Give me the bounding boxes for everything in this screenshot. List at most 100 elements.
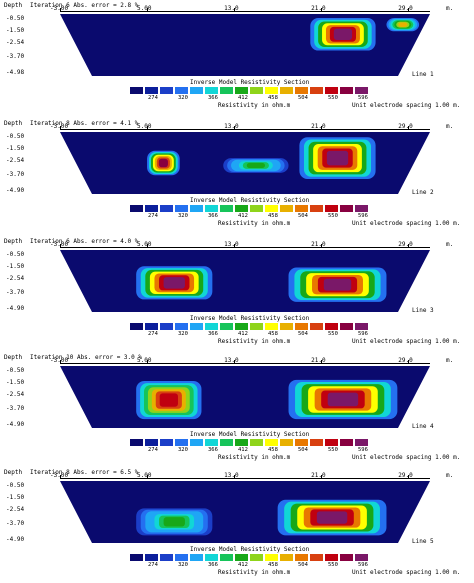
legend-caption: Resistivity in ohm.m	[218, 220, 291, 227]
legend-swatch	[250, 323, 263, 330]
legend-value: 412	[238, 331, 248, 337]
electrode-spacing-note: Unit electrode spacing 1.00 m.	[352, 569, 461, 576]
legend-swatch	[205, 554, 218, 561]
legend-value: 596	[358, 447, 368, 453]
x-tick-mark	[321, 244, 323, 247]
legend-value: 366	[208, 95, 218, 101]
legend-swatch	[160, 87, 173, 94]
legend-swatch	[340, 439, 353, 446]
depth-label: Depth	[4, 2, 23, 9]
x-tick-label: 29.0	[398, 241, 413, 248]
legend-swatch	[295, 205, 308, 212]
legend-swatch	[235, 205, 248, 212]
x-axis-unit: m.	[446, 123, 454, 130]
anomaly-contour	[333, 28, 353, 40]
x-tick-label: 21.0	[311, 241, 326, 248]
legend-value: 412	[238, 95, 248, 101]
legend-value: 366	[208, 213, 218, 219]
legend-caption: Resistivity in ohm.m	[218, 338, 291, 345]
electrode-spacing-note: Unit electrode spacing 1.00 m.	[352, 338, 461, 345]
x-tick-label: 29.0	[398, 472, 413, 479]
legend-value: 274	[148, 95, 158, 101]
y-tick-label: -2.54	[6, 275, 25, 282]
x-tick-label: 13.0	[224, 123, 239, 130]
x-tick-mark	[321, 8, 323, 11]
legend-swatch	[355, 439, 368, 446]
resistivity-section	[60, 132, 430, 194]
x-axis-unit: m.	[446, 472, 454, 479]
y-tick-label: -1.50	[6, 27, 25, 34]
legend-value: 274	[148, 447, 158, 453]
legend-swatch	[190, 439, 203, 446]
legend-swatch	[175, 439, 188, 446]
x-tick-mark	[234, 244, 236, 247]
legend-value: 274	[148, 213, 158, 219]
y-tick-label: -3.70	[6, 171, 25, 178]
x-axis-line	[60, 478, 430, 479]
anomaly-contour	[327, 392, 359, 407]
legend-swatch	[310, 439, 323, 446]
legend-value: 274	[148, 562, 158, 568]
legend-swatch	[265, 439, 278, 446]
y-tick-label: -4.90	[6, 421, 25, 428]
section-panel-2: Depth Iteration 8 Abs. error = 4.1 % -3.00…	[0, 118, 474, 234]
section-body	[60, 132, 430, 194]
legend-swatch	[145, 323, 158, 330]
section-title: Inverse Model Resistivity Section	[190, 79, 310, 86]
legend-value: 366	[208, 562, 218, 568]
line-label: Line 1	[412, 71, 434, 78]
x-tick-mark	[408, 126, 410, 129]
legend-swatch	[160, 439, 173, 446]
y-tick-label: -1.50	[6, 379, 25, 386]
anomaly-contour	[323, 278, 352, 291]
x-tick-label: 29.0	[398, 123, 413, 130]
x-axis-line	[60, 247, 430, 248]
iteration-header: Iteration 8 Abs. error = 6.5 %	[30, 469, 139, 476]
legend-swatch	[265, 323, 278, 330]
legend-swatch	[280, 87, 293, 94]
x-tick-mark	[60, 475, 61, 478]
legend-swatch	[355, 205, 368, 212]
legend-value: 274	[148, 331, 158, 337]
section-body	[60, 481, 430, 543]
x-tick-mark	[408, 8, 410, 11]
legend-swatch	[220, 554, 233, 561]
resistivity-section	[60, 481, 430, 543]
legend-swatch	[220, 439, 233, 446]
legend-value: 412	[238, 562, 248, 568]
x-tick-mark	[408, 360, 410, 363]
y-tick-label: -4.90	[6, 536, 25, 543]
legend-swatch	[190, 87, 203, 94]
legend-swatch	[250, 205, 263, 212]
x-axis-line	[60, 363, 430, 364]
x-tick-label: 13.0	[224, 357, 239, 364]
electrode-spacing-note: Unit electrode spacing 1.00 m.	[352, 102, 461, 109]
line-label: Line 5	[412, 538, 434, 545]
legend-value: 550	[328, 95, 338, 101]
legend-value: 504	[298, 447, 308, 453]
legend-swatch	[280, 554, 293, 561]
line-label: Line 4	[412, 423, 434, 430]
legend-swatch	[340, 87, 353, 94]
depth-label: Depth	[4, 238, 23, 245]
legend-swatch	[130, 87, 143, 94]
legend-swatch	[325, 205, 338, 212]
anomaly-contour	[316, 511, 348, 524]
legend-swatch	[175, 205, 188, 212]
x-tick-mark	[60, 244, 61, 247]
legend-swatch	[235, 439, 248, 446]
legend-swatch	[280, 439, 293, 446]
x-tick-label: 5.00	[137, 472, 152, 479]
legend-swatch	[295, 554, 308, 561]
x-tick-mark	[234, 360, 236, 363]
legend-value: 550	[328, 213, 338, 219]
legend-swatch	[145, 554, 158, 561]
legend-value: 504	[298, 213, 308, 219]
legend-value: 504	[298, 562, 308, 568]
legend-swatch	[130, 439, 143, 446]
legend-value: 458	[268, 95, 278, 101]
x-tick-label: 21.0	[311, 357, 326, 364]
x-tick-mark	[408, 475, 410, 478]
anomaly-contour	[246, 162, 266, 169]
y-tick-label: -1.50	[6, 145, 25, 152]
